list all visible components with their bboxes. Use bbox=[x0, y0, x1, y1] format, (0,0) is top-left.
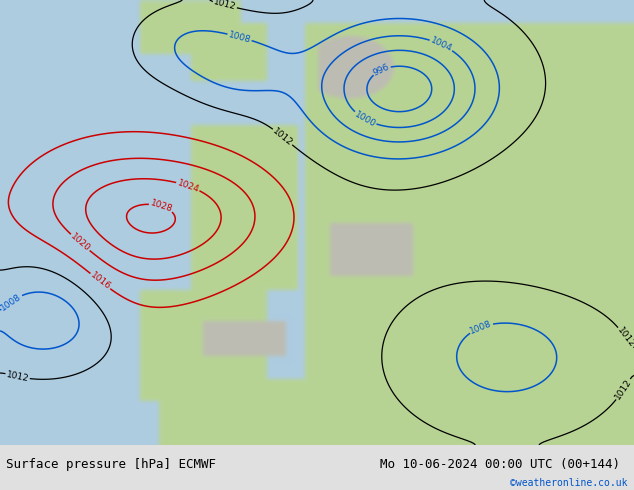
Text: 1012: 1012 bbox=[613, 377, 633, 401]
Text: 1008: 1008 bbox=[469, 319, 493, 336]
Text: 1004: 1004 bbox=[429, 36, 453, 53]
Text: 1024: 1024 bbox=[176, 178, 200, 194]
Text: 1000: 1000 bbox=[353, 109, 377, 129]
Text: 1012: 1012 bbox=[6, 370, 30, 383]
Text: 1016: 1016 bbox=[88, 270, 112, 292]
Text: 1012: 1012 bbox=[271, 126, 294, 147]
Text: 1008: 1008 bbox=[228, 30, 252, 45]
Text: ©weatheronline.co.uk: ©weatheronline.co.uk bbox=[510, 478, 628, 488]
Text: 1020: 1020 bbox=[68, 232, 92, 253]
Text: Mo 10-06-2024 00:00 UTC (00+144): Mo 10-06-2024 00:00 UTC (00+144) bbox=[380, 459, 621, 471]
Text: 1008: 1008 bbox=[0, 292, 23, 312]
Text: Surface pressure [hPa] ECMWF: Surface pressure [hPa] ECMWF bbox=[6, 459, 216, 471]
Text: 1012: 1012 bbox=[212, 0, 237, 12]
Text: 1028: 1028 bbox=[149, 198, 174, 214]
Text: 1012: 1012 bbox=[615, 326, 634, 349]
Text: 996: 996 bbox=[372, 62, 391, 78]
